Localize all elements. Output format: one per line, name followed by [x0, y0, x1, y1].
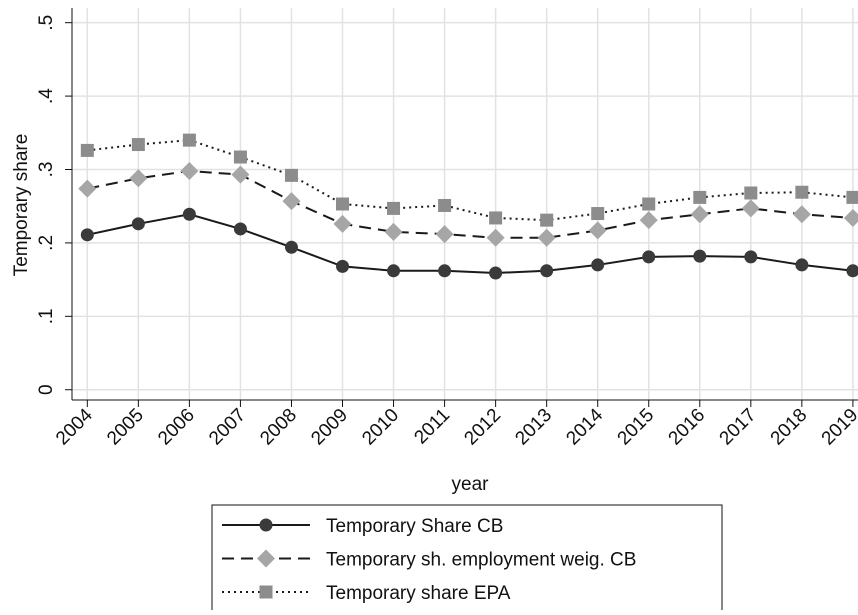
- data-point: [588, 221, 607, 240]
- data-point: [489, 211, 503, 225]
- data-point: [489, 266, 503, 280]
- series-line: [87, 169, 853, 239]
- data-point: [639, 211, 658, 230]
- data-point: [438, 264, 452, 278]
- data-point: [537, 228, 556, 247]
- legend-marker: [257, 549, 275, 568]
- data-point: [795, 258, 809, 272]
- data-point: [387, 201, 401, 215]
- y-tick-label: 0: [36, 384, 57, 395]
- data-point: [182, 207, 196, 221]
- data-point: [744, 186, 758, 200]
- data-point: [78, 179, 97, 198]
- data-point: [690, 205, 709, 224]
- data-point: [486, 228, 505, 247]
- y-tick-label: .5: [36, 15, 57, 31]
- data-point: [846, 190, 858, 204]
- legend-marker: [259, 518, 273, 532]
- data-point: [591, 258, 605, 272]
- y-tick-label: .1: [36, 308, 57, 324]
- data-point: [438, 198, 452, 212]
- legend-label: Temporary sh. employment weig. CB: [326, 550, 636, 571]
- data-point: [693, 249, 707, 263]
- data-point: [336, 197, 350, 211]
- data-point: [284, 168, 298, 182]
- legend-box: [211, 504, 723, 615]
- data-point: [131, 138, 145, 152]
- data-point: [642, 250, 656, 264]
- y-tick-label: .2: [36, 235, 57, 251]
- data-point: [387, 264, 401, 278]
- data-point: [182, 133, 196, 147]
- data-point: [795, 185, 809, 199]
- data-point: [80, 228, 94, 242]
- data-point: [233, 150, 247, 164]
- data-point: [435, 225, 454, 244]
- data-point: [282, 192, 301, 211]
- x-axis-title: year: [452, 474, 490, 495]
- data-point: [744, 250, 758, 264]
- data-point: [131, 217, 145, 231]
- legend-marker: [259, 585, 273, 599]
- data-point: [231, 165, 250, 184]
- data-point: [384, 222, 403, 241]
- data-point: [336, 259, 350, 273]
- data-point: [333, 214, 352, 233]
- y-tick-label: .4: [36, 88, 57, 104]
- data-point: [846, 264, 858, 278]
- data-point: [642, 197, 656, 211]
- data-point: [591, 207, 605, 221]
- y-tick-label: .3: [36, 162, 57, 178]
- legend-label: Temporary Share CB: [326, 516, 503, 537]
- data-point: [233, 222, 247, 236]
- y-axis-title: Temporary share: [11, 134, 32, 277]
- data-point: [129, 169, 148, 188]
- data-point: [843, 208, 858, 227]
- data-point: [540, 213, 554, 227]
- data-point: [80, 143, 94, 157]
- data-point: [693, 190, 707, 204]
- data-point: [540, 264, 554, 278]
- data-point: [792, 205, 811, 224]
- data-point: [284, 240, 298, 254]
- data-point: [741, 199, 760, 218]
- series-line: [87, 213, 854, 275]
- data-point: [180, 161, 199, 180]
- series-line: [87, 139, 853, 222]
- legend-label: Temporary share EPA: [326, 583, 511, 604]
